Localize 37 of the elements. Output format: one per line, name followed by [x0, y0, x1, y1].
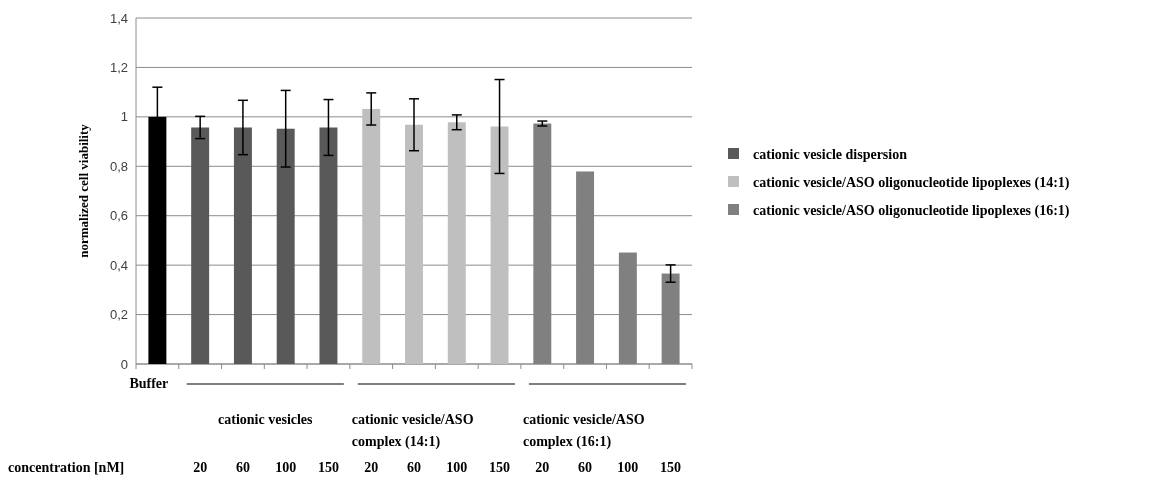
x-axis-title: concentration [nM]	[8, 460, 125, 475]
y-tick-label: 1,2	[109, 59, 128, 75]
x-tick-label: 20	[364, 460, 379, 475]
bar	[319, 127, 338, 364]
x-tick-label: 100	[617, 460, 639, 475]
x-tick-label: 20	[535, 460, 550, 475]
x-tick-label: 150	[317, 460, 339, 475]
y-tick-label: 1,4	[109, 10, 128, 26]
x-tick-label: 60	[235, 460, 250, 475]
legend-label: cationic vesicle dispersion	[753, 146, 908, 162]
x-tick-label: 20	[193, 460, 208, 475]
legend-label: cationic vesicle/ASO oligonucleotide lipoplexes (14:1)	[753, 174, 1070, 191]
x-tick-label: 60	[578, 460, 593, 475]
bar	[233, 127, 252, 364]
bar	[405, 124, 423, 364]
y-tick-label: 0	[120, 356, 128, 372]
bar	[276, 128, 295, 364]
y-tick-label: 1	[120, 109, 128, 125]
x-tick-label: 100	[446, 460, 468, 475]
text: cationic vesicles	[218, 412, 314, 427]
bar	[362, 108, 381, 364]
text: cationic vesicle/ASO complex (14:1)	[351, 412, 474, 450]
bar	[447, 122, 466, 364]
x-tick-label: 150	[660, 460, 682, 475]
legend-label: cationic vesicle/ASO oligonucleotide lipoplexes (16:1)	[753, 202, 1070, 219]
x-tick-label: 100	[275, 460, 297, 475]
x-tick-label: 150	[489, 460, 511, 475]
y-axis-title: normalized cell viability	[76, 123, 91, 258]
y-tick-label: 0,8	[109, 158, 128, 174]
text: cationic vesicle/ASO complex (16:1)	[522, 412, 645, 450]
y-tick-label: 0,2	[109, 307, 128, 323]
y-tick-label: 0,4	[109, 257, 128, 273]
x-tick-label: 60	[407, 460, 421, 475]
x-tick-label: Buffer	[129, 376, 169, 391]
bar	[191, 127, 210, 364]
y-tick-label: 0,6	[109, 208, 128, 224]
bar	[490, 126, 509, 364]
